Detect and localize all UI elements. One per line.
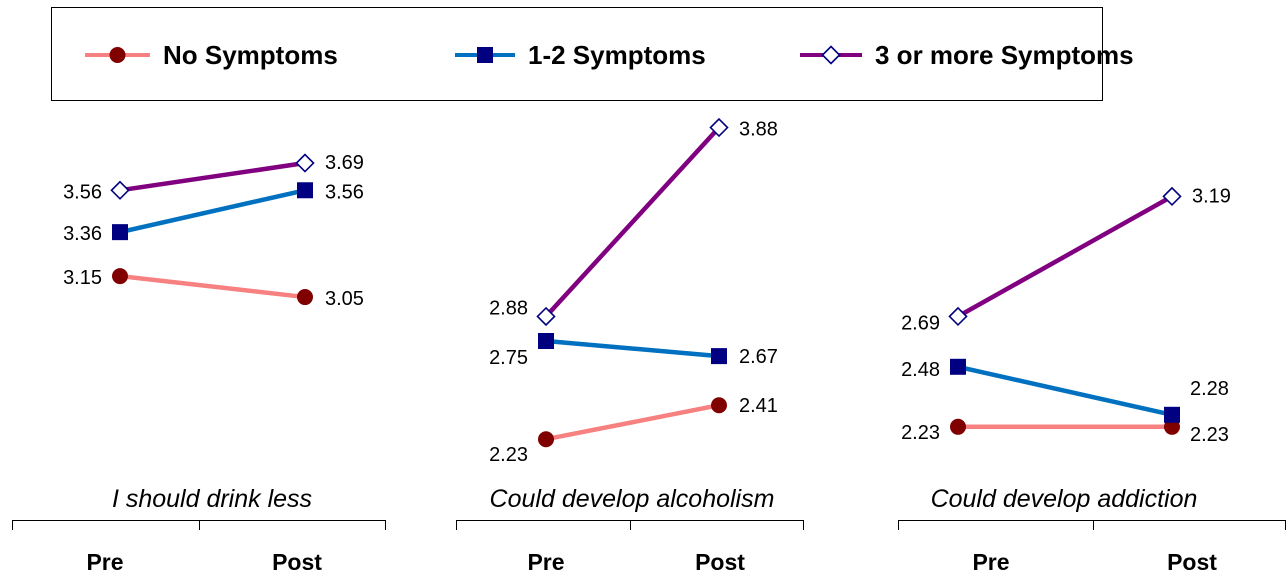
panel-2-label-3-or-more-symptoms-post: 3.88 xyxy=(739,119,778,141)
panel-3-label-3-or-more-symptoms-pre: 2.69 xyxy=(901,312,940,334)
panel-1-point-3-or-more-symptoms-post xyxy=(295,153,315,173)
panel-1-category-post: Post xyxy=(272,549,322,575)
panel-2-point-no-symptoms-post xyxy=(711,397,727,414)
panel-3-category-pre: Pre xyxy=(972,549,1009,575)
panel-1-line-3-or-more-symptoms xyxy=(117,160,308,193)
panel-3-line-1-2-symptoms xyxy=(955,364,1175,418)
panel-2-point-no-symptoms-pre xyxy=(538,431,554,448)
panel-2-label-1-2-symptoms-post: 2.67 xyxy=(739,346,778,368)
panel-3-label-3-or-more-symptoms-post: 3.19 xyxy=(1192,185,1231,207)
panel-1-line-1-2-symptoms xyxy=(117,188,308,235)
panel-1-label-3-or-more-symptoms-pre: 3.56 xyxy=(63,181,102,203)
panel-2-point-1-2-symptoms-pre xyxy=(538,333,554,349)
panel-3-label-no-symptoms-pre: 2.23 xyxy=(901,422,940,444)
panel-3-point-3-or-more-symptoms-pre xyxy=(948,306,968,327)
panel-1-label-no-symptoms-pre: 3.15 xyxy=(63,267,102,289)
panel-1-point-no-symptoms-pre xyxy=(112,268,128,285)
legend-marker-1-2-symptoms xyxy=(477,47,493,63)
legend-marker-3-or-more-symptoms xyxy=(821,45,841,65)
panel-2-point-3-or-more-symptoms-pre xyxy=(536,306,556,327)
panel-3-label-1-2-symptoms-pre: 2.48 xyxy=(901,359,940,381)
panel-2-category-pre: Pre xyxy=(527,549,564,575)
panel-1-label-3-or-more-symptoms-post: 3.69 xyxy=(325,152,364,174)
panel-1-label-no-symptoms-post: 3.05 xyxy=(325,288,364,310)
panel-3-point-1-2-symptoms-post xyxy=(1164,406,1180,423)
panel-1-category-pre: Pre xyxy=(86,549,123,575)
panel-2-line-3-or-more-symptoms xyxy=(543,125,722,319)
panel-3-point-1-2-symptoms-pre xyxy=(950,358,966,375)
panel-2-line-no-symptoms xyxy=(543,402,722,442)
panel-2-category-post: Post xyxy=(695,549,745,575)
panel-2-title: Could develop alcoholism xyxy=(490,485,775,513)
panel-1-point-no-symptoms-post xyxy=(297,289,313,306)
panel-3-line-3-or-more-symptoms xyxy=(955,194,1175,319)
panel-2-point-3-or-more-symptoms-post xyxy=(709,117,729,138)
panel-2-label-no-symptoms-pre: 2.23 xyxy=(489,444,528,466)
panel-1-point-3-or-more-symptoms-pre xyxy=(110,180,130,200)
panel-2-point-1-2-symptoms-post xyxy=(711,348,727,365)
panel-3-point-no-symptoms-pre xyxy=(950,418,966,435)
legend-label-3-or-more-symptoms: 3 or more Symptoms xyxy=(875,40,1134,70)
panel-1-line-no-symptoms xyxy=(117,273,308,300)
panel-3-point-3-or-more-symptoms-post xyxy=(1162,186,1182,207)
legend-box xyxy=(51,7,1103,101)
legend-label-no-symptoms: No Symptoms xyxy=(163,40,338,70)
legend-label-1-2-symptoms: 1-2 Symptoms xyxy=(528,40,706,70)
panel-3-label-no-symptoms-post: 2.23 xyxy=(1190,424,1229,446)
panel-1-title: I should drink less xyxy=(112,485,312,513)
panel-3-title: Could develop addiction xyxy=(931,485,1198,513)
panel-1-label-1-2-symptoms-pre: 3.36 xyxy=(63,223,102,245)
panel-2-label-3-or-more-symptoms-pre: 2.88 xyxy=(489,297,528,319)
legend-marker-no-symptoms xyxy=(109,47,126,63)
panel-2-label-1-2-symptoms-pre: 2.75 xyxy=(489,347,528,369)
panel-3-label-1-2-symptoms-post: 2.28 xyxy=(1190,378,1229,400)
panel-1-label-1-2-symptoms-post: 3.56 xyxy=(325,181,364,203)
panel-1-point-1-2-symptoms-post xyxy=(297,182,313,199)
panel-2-line-1-2-symptoms xyxy=(543,338,722,359)
panel-2-label-no-symptoms-post: 2.41 xyxy=(739,395,778,417)
panel-1-point-1-2-symptoms-pre xyxy=(112,224,128,241)
panel-3-category-post: Post xyxy=(1167,549,1217,575)
